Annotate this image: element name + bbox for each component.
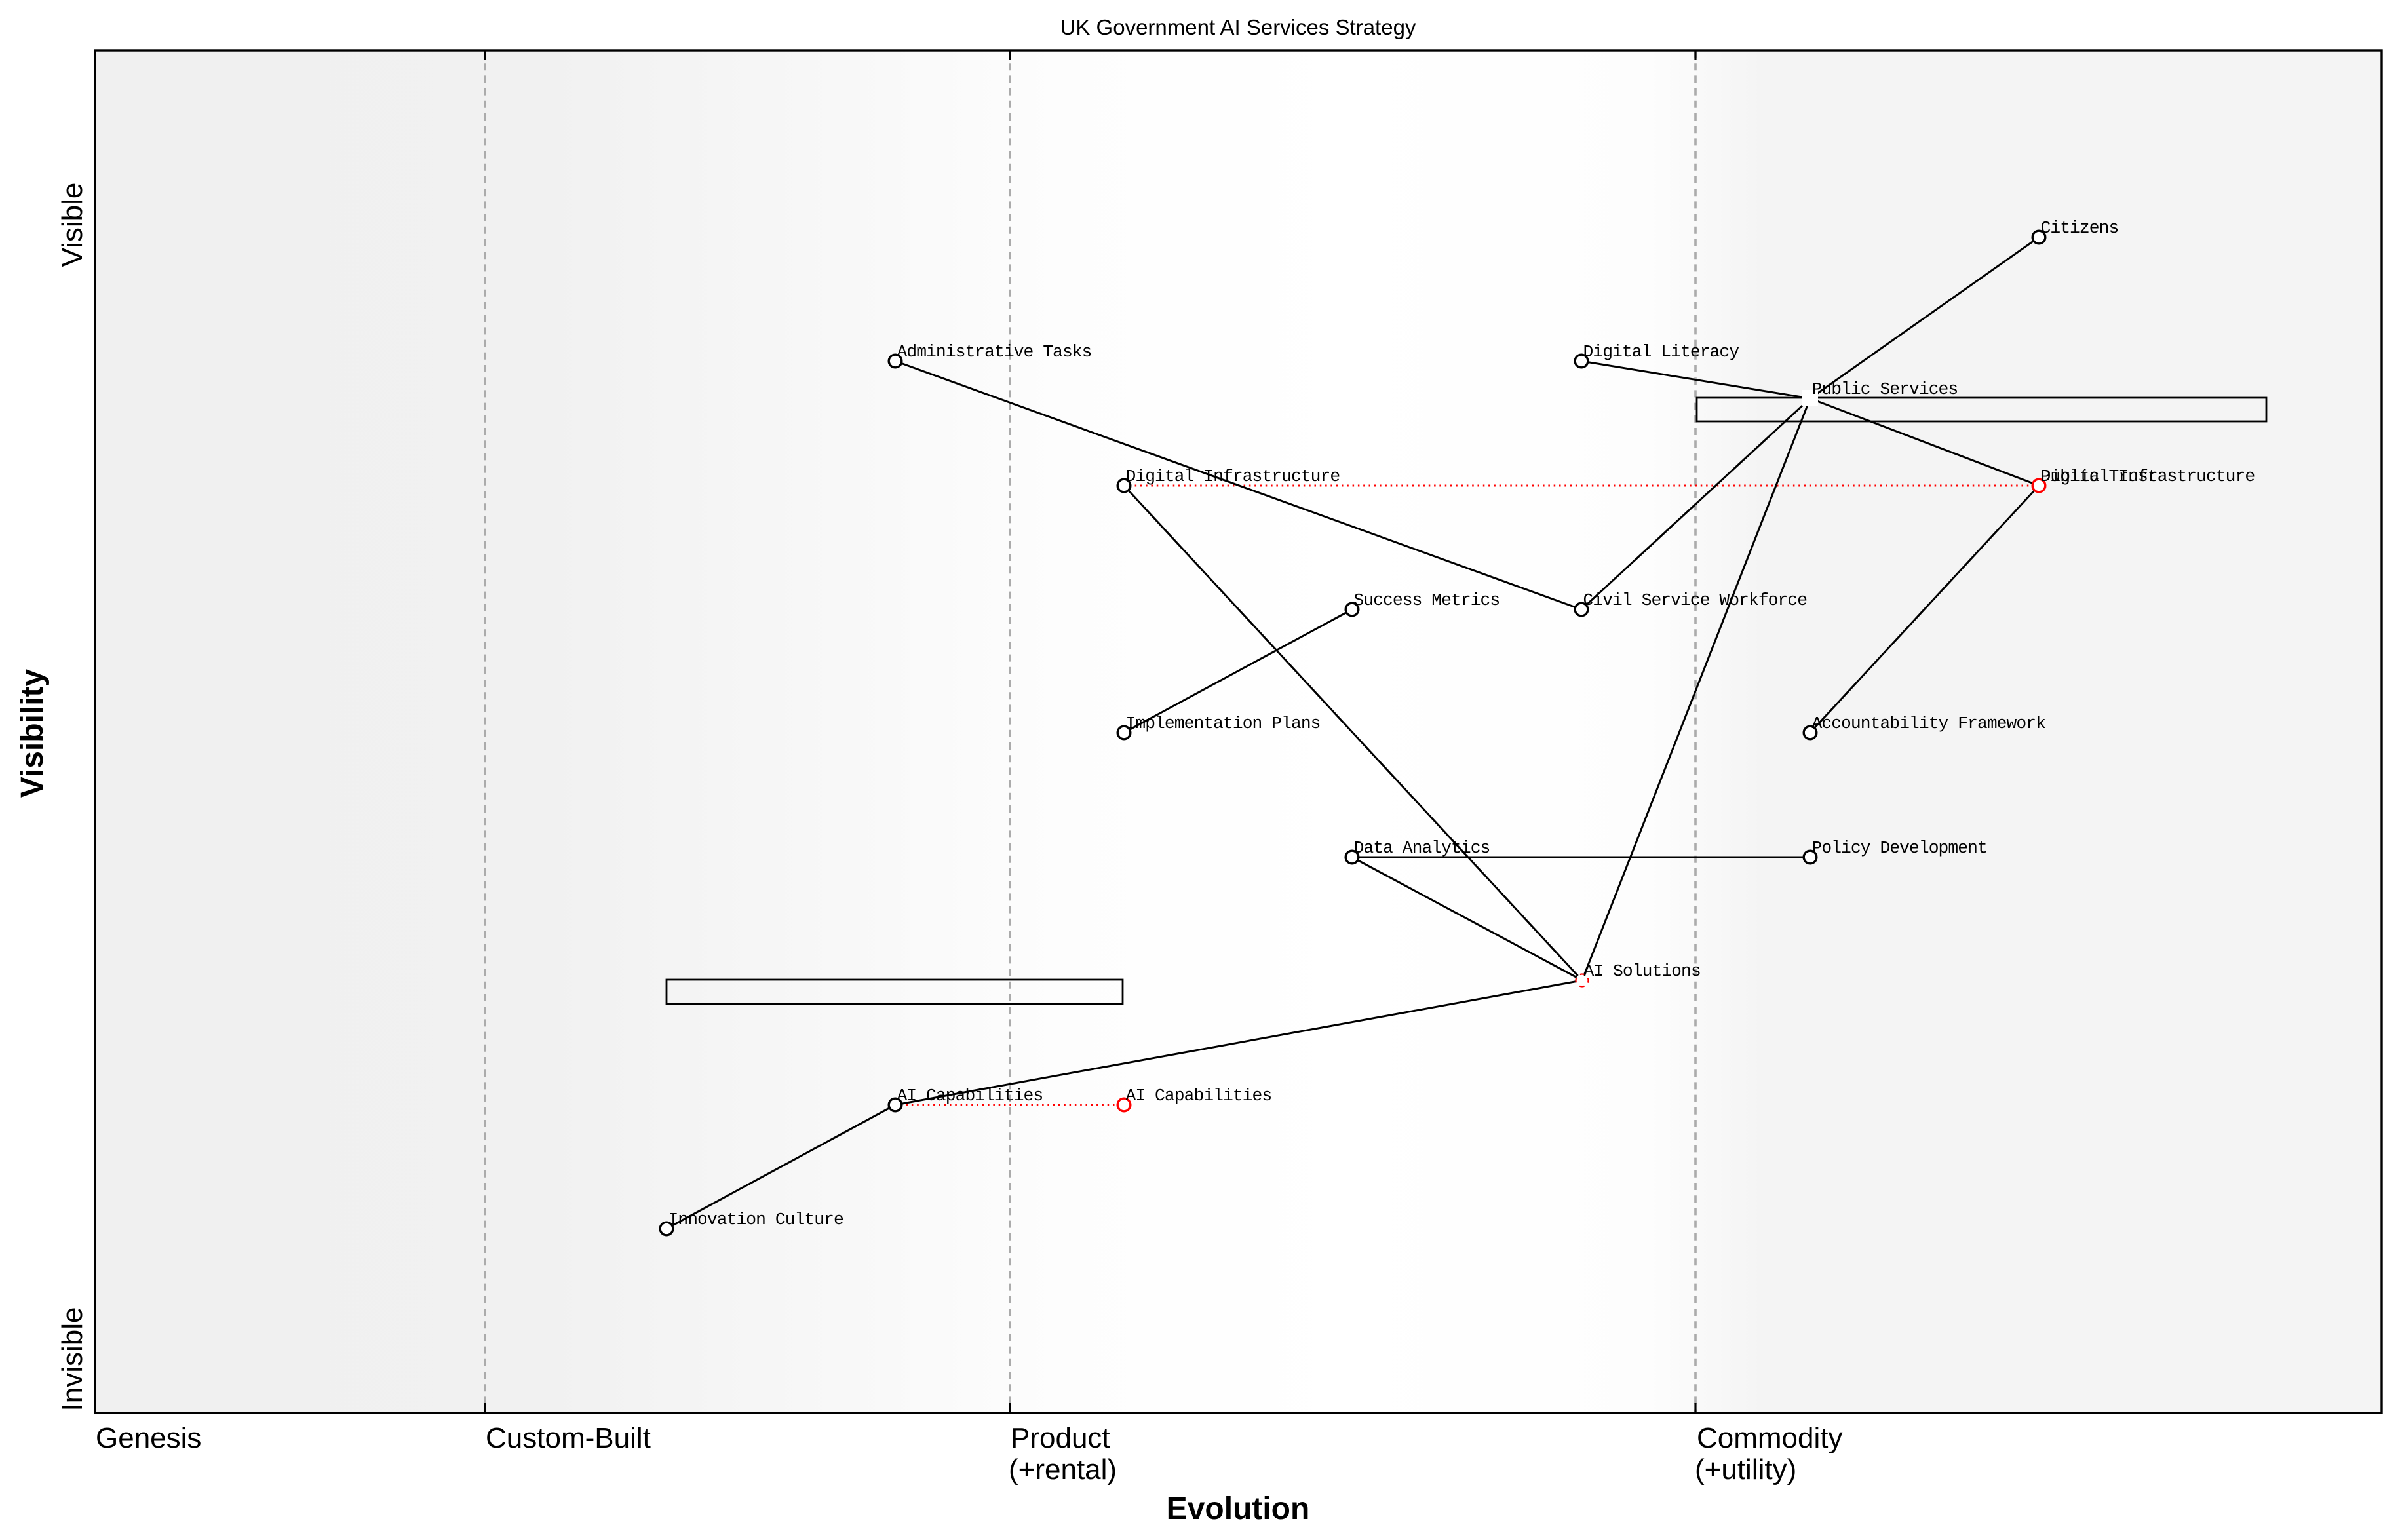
svg-text:AI Capabilities: AI Capabilities [1126,1086,1272,1106]
svg-text:Visible: Visible [56,183,88,267]
svg-text:Evolution: Evolution [1167,1492,1310,1526]
svg-text:Digital Infrastructure: Digital Infrastructure [1126,467,1340,486]
svg-text:Genesis: Genesis [96,1422,201,1454]
svg-text:Citizens: Citizens [2041,218,2119,238]
svg-text:Success Metrics: Success Metrics [1354,590,1500,610]
svg-text:Implementation Plans: Implementation Plans [1126,714,1321,733]
svg-text:Policy Development: Policy Development [1812,838,1987,858]
svg-text:Custom-Built: Custom-Built [486,1422,651,1454]
svg-text:AI Capabilities: AI Capabilities [897,1086,1043,1106]
svg-text:UK Government AI Services Stra: UK Government AI Services Strategy [1060,15,1416,39]
svg-text:Accountability Framework: Accountability Framework [1812,714,2046,733]
svg-text:AI Solutions: AI Solutions [1584,961,1701,981]
svg-text:Digital Literacy: Digital Literacy [1583,342,1739,362]
svg-text:Public Services: Public Services [1812,379,1958,399]
svg-text:Public Trust: Public Trust [2041,467,2158,486]
svg-text:(+utility): (+utility) [1695,1453,1796,1486]
svg-text:Civil Service Workforce: Civil Service Workforce [1583,590,1808,610]
svg-text:Commodity: Commodity [1697,1422,1843,1454]
svg-text:Data Analytics: Data Analytics [1354,838,1490,858]
svg-text:Visibility: Visibility [15,668,50,798]
svg-text:(+rental): (+rental) [1009,1453,1117,1486]
svg-text:Invisible: Invisible [56,1307,88,1412]
svg-text:Innovation Culture: Innovation Culture [668,1210,843,1229]
svg-text:Product: Product [1011,1422,1110,1454]
svg-text:Administrative Tasks: Administrative Tasks [897,342,1092,362]
svg-text:Digital Infrastructure: Digital Infrastructure [2041,467,2255,486]
